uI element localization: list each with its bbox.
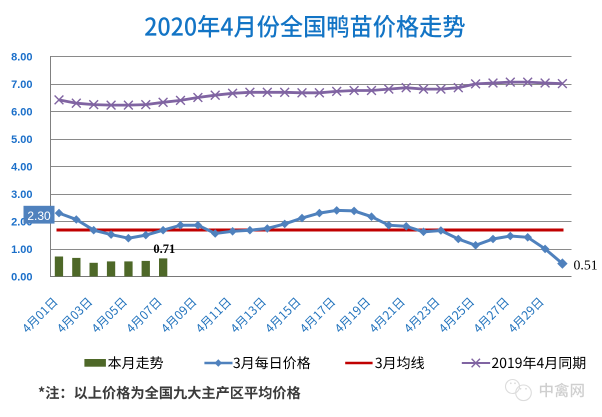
- svg-text:0.51: 0.51: [574, 257, 598, 272]
- svg-text:8.00: 8.00: [11, 51, 32, 63]
- svg-text:5.00: 5.00: [11, 134, 32, 146]
- svg-text:2.30: 2.30: [27, 209, 51, 223]
- svg-text:0.00: 0.00: [11, 271, 32, 283]
- svg-text:4.00: 4.00: [11, 161, 32, 173]
- svg-text:3.00: 3.00: [11, 189, 32, 201]
- svg-text:6.00: 6.00: [11, 106, 32, 118]
- svg-text:1.00: 1.00: [11, 244, 32, 256]
- svg-text:0.71: 0.71: [153, 242, 175, 256]
- svg-text:7.00: 7.00: [11, 79, 32, 91]
